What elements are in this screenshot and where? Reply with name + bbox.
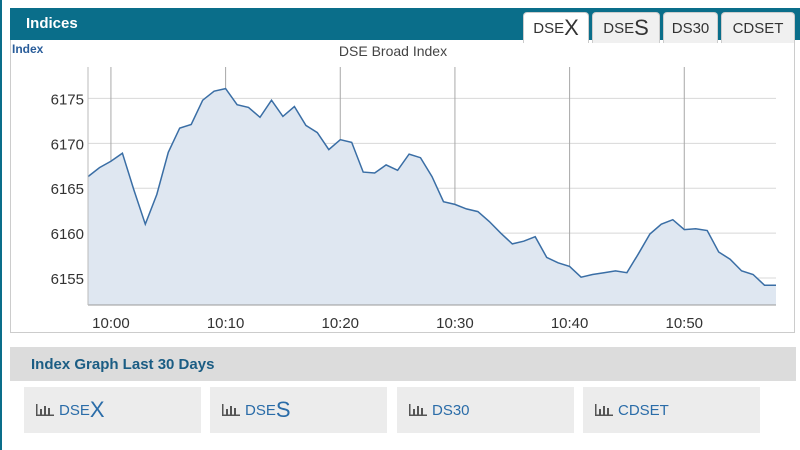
button[interactable]: DSE X — [24, 387, 201, 433]
tab-text: DS30 — [671, 19, 710, 37]
y-axis-label: Index — [12, 42, 44, 56]
header-title: Indices — [26, 15, 78, 32]
button[interactable]: DS30 — [397, 387, 574, 433]
area — [88, 88, 776, 305]
tab[interactable]: DS30 — [663, 12, 718, 43]
button-text: DS30 — [432, 401, 470, 419]
button-text: S — [275, 397, 291, 422]
x-tick-label: 10:00 — [92, 315, 130, 332]
y-tick-label: 6175 — [51, 91, 84, 108]
button[interactable]: CDSET — [583, 387, 760, 433]
tab-text: DSE — [603, 19, 635, 37]
tab[interactable]: DSE X — [523, 12, 589, 43]
edge-bar — [0, 0, 2, 450]
x-tick-label: 10:30 — [436, 315, 474, 332]
section-title: Index Graph Last 30 Days — [31, 356, 215, 373]
tab-text: X — [564, 15, 579, 40]
icon — [222, 404, 240, 416]
tab-text: S — [634, 15, 649, 40]
x-tick-label: 10:20 — [321, 315, 359, 332]
chart-panel — [10, 40, 795, 333]
icon — [409, 404, 427, 416]
icon — [36, 404, 54, 416]
section-bar — [10, 347, 796, 381]
chart-title: DSE Broad Index — [339, 43, 447, 59]
tab-text: CDSET — [732, 19, 784, 37]
button-text: X — [89, 397, 105, 422]
y-tick-label: 6165 — [51, 181, 84, 198]
button[interactable]: DSE S — [210, 387, 387, 433]
y-tick-label: 6170 — [51, 136, 84, 153]
button-text: CDSET — [618, 401, 669, 419]
button-text: DSE — [245, 401, 276, 419]
x-tick-label: 10:40 — [551, 315, 589, 332]
x-tick-label: 10:10 — [207, 315, 245, 332]
button-text: DSE — [59, 401, 90, 419]
line — [87, 87, 776, 286]
y-tick-label: 6155 — [51, 271, 84, 288]
tab[interactable]: CDSET — [721, 12, 795, 43]
x-tick-label: 10:50 — [665, 315, 703, 332]
tab[interactable]: DSE S — [592, 12, 660, 43]
tab-text: DSE — [533, 19, 565, 37]
icon — [595, 404, 613, 416]
y-tick-label: 6160 — [51, 226, 84, 243]
